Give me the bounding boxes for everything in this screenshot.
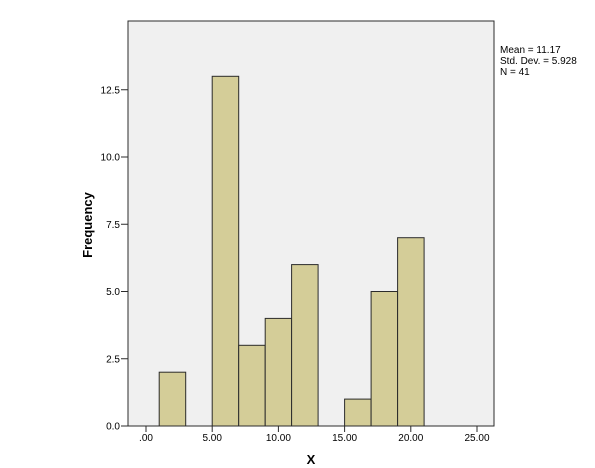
y-tick-label: 5.0: [106, 287, 120, 298]
histogram-bar-5: [291, 264, 319, 427]
y-tick-label: 10.0: [101, 153, 121, 164]
y-tick-label: 12.5: [101, 85, 121, 96]
histogram-bar-4: [264, 317, 293, 427]
y-axis-title: Frequency: [80, 191, 95, 258]
stats-box: Mean = 11.17 Std. Dev. = 5.928 N = 41: [500, 45, 577, 78]
y-tick-label: 0.0: [106, 422, 120, 433]
x-tick-label: .00: [139, 433, 153, 444]
bars-group: [158, 75, 425, 427]
stats-n: N = 41: [500, 67, 530, 78]
histogram-bar-0: [158, 371, 187, 427]
x-tick-label: 15.00: [332, 433, 357, 444]
y-tick-label: 2.5: [106, 354, 120, 365]
x-tick-label: 10.00: [266, 433, 291, 444]
histogram-bar-9: [397, 237, 425, 427]
stats-mean: Mean = 11.17: [500, 45, 561, 56]
histogram-bar-3: [238, 344, 266, 427]
histogram-bar-7: [344, 398, 372, 427]
x-tick-label: 5.00: [202, 433, 222, 444]
histogram-bar-2: [211, 75, 240, 427]
x-axis-title: X: [307, 452, 316, 467]
stats-std-dev: Std. Dev. = 5.928: [500, 56, 577, 67]
histogram-bar-8: [370, 291, 399, 427]
x-axis: .00 5.00 10.00 15.00 20.00 25.00: [128, 425, 494, 444]
x-tick-label: 25.00: [464, 433, 489, 444]
y-tick-label: 7.5: [106, 220, 120, 231]
y-axis: 0.0 2.5 5.0 7.5 10.0 12.5: [101, 21, 129, 433]
x-tick-label: 20.00: [398, 433, 423, 444]
